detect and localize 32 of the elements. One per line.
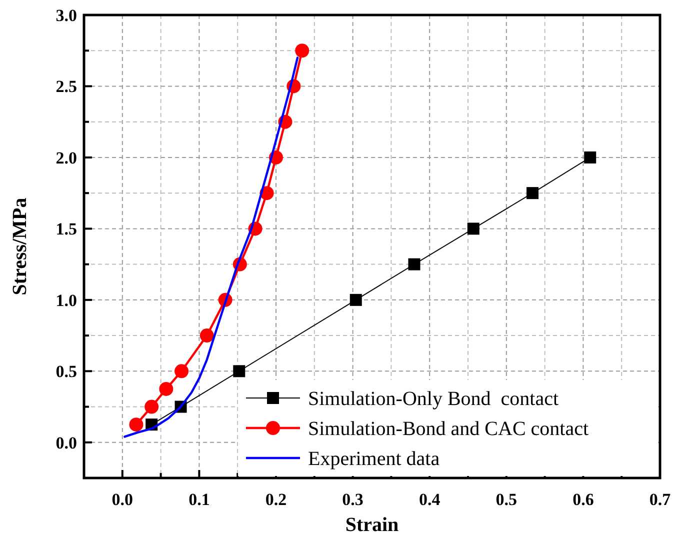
x-tick-label: 0.3: [342, 490, 364, 509]
x-axis-title: Strain: [345, 514, 399, 536]
point: [159, 382, 174, 396]
point: [174, 364, 189, 378]
point: [584, 151, 596, 164]
point: [233, 365, 246, 378]
x-tick-label: 0.0: [112, 490, 134, 509]
x-tick-label: 0.2: [265, 490, 287, 509]
point: [200, 328, 214, 343]
point: [295, 44, 310, 58]
x-tick-label: 0.6: [572, 490, 594, 509]
y-tick-label: 2.5: [56, 77, 77, 96]
legend-label: Simulation-Only Bond contact: [308, 388, 559, 410]
y-tick-label: 3.0: [56, 6, 77, 25]
legend-label: Experiment data: [308, 448, 440, 470]
y-tick-label: 2.0: [56, 148, 77, 168]
x-tick-label: 0.4: [418, 490, 441, 509]
x-tick-label: 0.7: [649, 490, 672, 509]
x-tick-label: 0.1: [188, 490, 210, 509]
y-axis-title: Stress/MPa: [9, 198, 31, 296]
legend-label: Simulation-Bond and CAC contact: [308, 418, 589, 440]
x-tick-label: 0.5: [496, 490, 518, 509]
point: [526, 187, 539, 200]
y-tick-label: 0.0: [56, 433, 77, 452]
point: [467, 222, 480, 235]
y-tick-label: 1.0: [56, 290, 77, 310]
y-tick-label: 1.5: [56, 220, 77, 239]
y-tick-label: 0.5: [56, 362, 77, 382]
point: [350, 294, 362, 306]
point: [129, 418, 144, 432]
point: [408, 258, 420, 270]
point: [144, 400, 159, 414]
